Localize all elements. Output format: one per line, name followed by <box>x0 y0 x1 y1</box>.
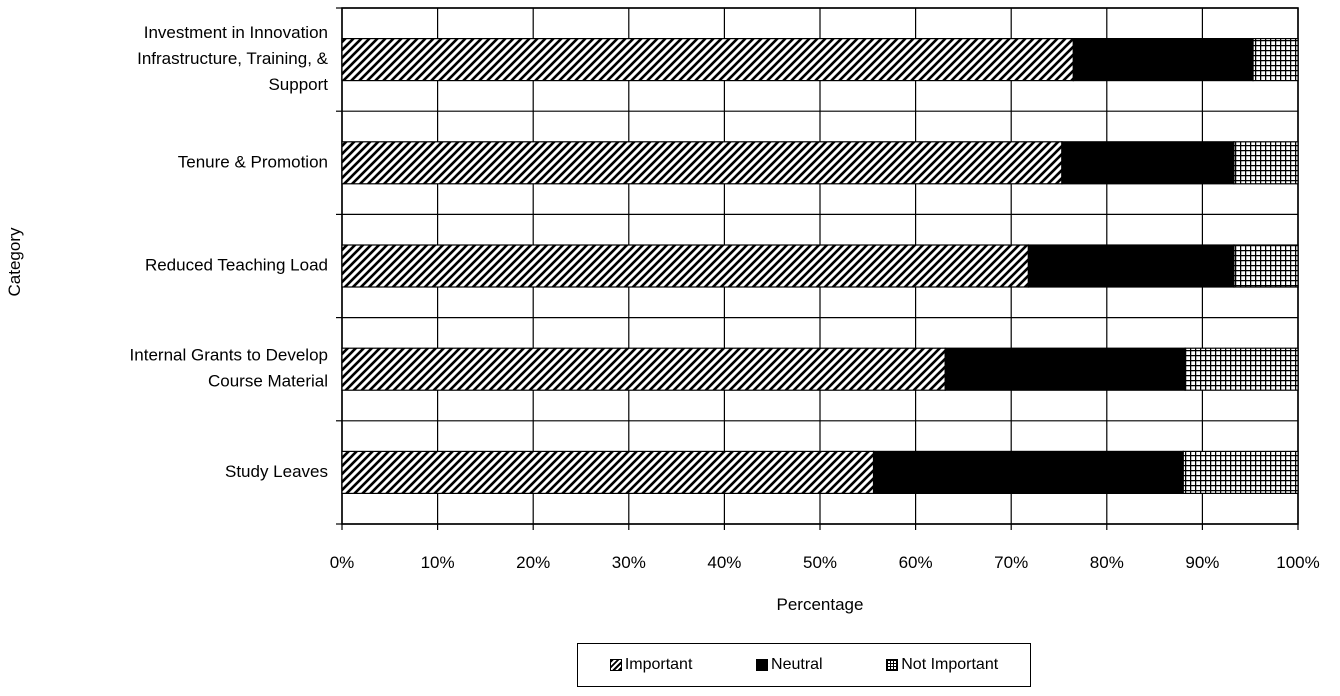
legend-item-not-important: Not Important <box>886 656 998 674</box>
x-tick-label: 60% <box>899 553 933 572</box>
bar-neutral-4 <box>872 450 1184 494</box>
x-tick-label: 0% <box>330 553 355 572</box>
bar-not-important-1 <box>1233 141 1299 185</box>
x-axis-title: Percentage <box>777 595 864 614</box>
category-labels: Investment in Innovation Infrastructure, … <box>130 23 329 481</box>
x-tick-label: 80% <box>1090 553 1124 572</box>
bar-neutral-1 <box>1061 141 1235 185</box>
x-tick-label: 20% <box>516 553 550 572</box>
bar-not-important-3 <box>1184 347 1299 391</box>
bar-important-0 <box>341 37 1074 82</box>
x-tick-label: 90% <box>1185 553 1219 572</box>
bar-neutral-2 <box>1027 244 1235 288</box>
bar-not-important-4 <box>1182 450 1299 494</box>
category-label: Infrastructure, Training, & <box>137 49 329 68</box>
bar-not-important-0 <box>1252 37 1299 82</box>
bar-important-1 <box>341 141 1063 185</box>
x-tick-label: 40% <box>707 553 741 572</box>
legend-swatch-important <box>609 659 622 671</box>
legend-item-neutral: Neutral <box>756 656 823 674</box>
category-label: Reduced Teaching Load <box>145 255 328 274</box>
legend-item-important: Important <box>609 656 693 674</box>
legend-label-neutral: Neutral <box>771 656 823 673</box>
category-label: Tenure & Promotion <box>178 152 328 171</box>
x-tick-label: 100% <box>1276 553 1319 572</box>
x-tick-label: 30% <box>612 553 646 572</box>
legend-label-not-important: Not Important <box>901 656 999 673</box>
x-tick-labels: 0% 10% 20% 30% 40% 50% 60% 70% 80% 90% 100% <box>330 553 1320 572</box>
x-tick-label: 70% <box>994 553 1028 572</box>
legend-swatch-neutral <box>756 659 769 671</box>
legend: Important Neutral Not Important <box>577 643 1031 687</box>
bar-important-3 <box>341 347 946 391</box>
bar-important-4 <box>341 450 875 494</box>
bars <box>341 37 1299 494</box>
bar-neutral-3 <box>944 347 1186 391</box>
category-label: Internal Grants to Develop <box>130 346 328 365</box>
x-tick-label: 10% <box>421 553 455 572</box>
y-axis-title: Category <box>5 227 24 296</box>
bar-important-2 <box>341 244 1030 288</box>
category-label: Investment in Innovation <box>144 23 328 42</box>
bar-neutral-0 <box>1072 37 1254 82</box>
legend-label-important: Important <box>624 656 693 673</box>
x-tick-label: 50% <box>803 553 837 572</box>
legend-swatch-not-important <box>886 659 899 671</box>
category-label: Support <box>268 75 328 94</box>
stacked-bar-chart: Investment in Innovation Infrastructure, … <box>5 7 1320 614</box>
category-label: Study Leaves <box>225 462 328 481</box>
bar-not-important-2 <box>1233 244 1299 288</box>
category-label: Course Material <box>208 372 328 391</box>
